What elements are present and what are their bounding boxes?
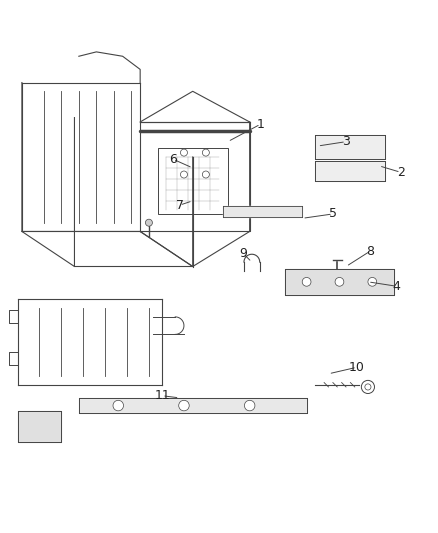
Circle shape [145, 219, 152, 226]
Circle shape [244, 400, 255, 411]
Circle shape [368, 278, 377, 286]
Text: 5: 5 [329, 207, 337, 221]
Text: 6: 6 [169, 152, 177, 166]
Text: 4: 4 [392, 280, 400, 293]
Text: 1: 1 [257, 118, 265, 131]
Text: 11: 11 [154, 389, 170, 402]
Text: 7: 7 [176, 199, 184, 212]
Text: 2: 2 [397, 166, 405, 179]
Text: 8: 8 [366, 245, 374, 257]
Text: 3: 3 [342, 135, 350, 148]
Circle shape [335, 278, 344, 286]
Circle shape [113, 400, 124, 411]
Text: 10: 10 [349, 361, 365, 374]
Circle shape [302, 278, 311, 286]
Text: 9: 9 [239, 247, 247, 260]
Circle shape [179, 400, 189, 411]
